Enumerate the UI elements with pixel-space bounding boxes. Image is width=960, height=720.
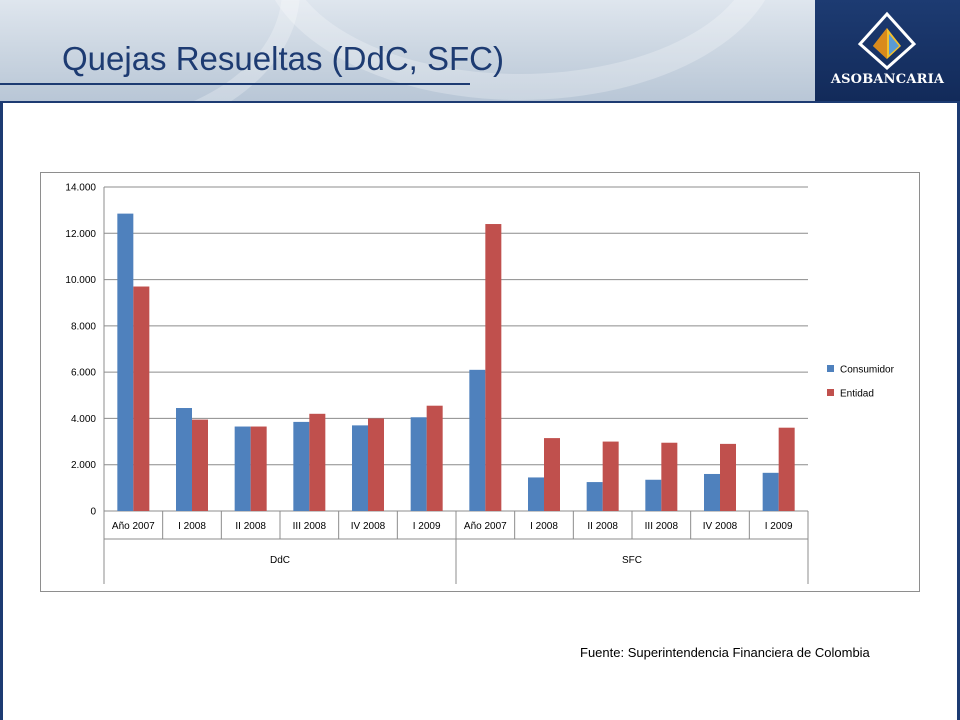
bar-consumidor <box>234 426 251 511</box>
x-tick-label: I 2008 <box>178 521 206 532</box>
header-rule <box>0 101 960 103</box>
y-tick-label: 2.000 <box>71 460 96 471</box>
bar-entidad <box>485 224 502 511</box>
logo: ASOBANCARIA <box>815 0 960 103</box>
bar-consumidor <box>469 369 486 511</box>
x-tick-label: IV 2008 <box>703 521 738 532</box>
x-tick-label: II 2008 <box>235 521 266 532</box>
bar-chart: 0 2.000 4.000 6.000 8.000 10.000 12.000 14.000 A… <box>65 183 895 584</box>
group-label: DdC <box>270 555 290 566</box>
bar-entidad <box>192 419 208 511</box>
bar-consumidor <box>586 482 603 511</box>
bar-consumidor <box>762 472 779 511</box>
left-border <box>0 103 3 720</box>
group-label: SFC <box>622 555 642 566</box>
bar-entidad <box>309 413 326 511</box>
x-tick-label: III 2008 <box>293 521 327 532</box>
bar-entidad <box>133 286 150 511</box>
y-tick-label: 8.000 <box>71 321 96 332</box>
x-tick-label: II 2008 <box>587 521 618 532</box>
x-tick-label: Año 2007 <box>464 521 507 532</box>
bar-entidad <box>661 442 678 511</box>
chart-frame: 0 2.000 4.000 6.000 8.000 10.000 12.000 14.000 A… <box>40 172 920 592</box>
bar-consumidor <box>117 213 134 511</box>
y-tick-label: 6.000 <box>71 368 96 379</box>
bar-entidad <box>720 443 736 511</box>
logo-diamond-icon <box>857 11 917 71</box>
bar-consumidor <box>410 417 427 511</box>
bar-entidad <box>602 441 619 511</box>
y-tick-label: 12.000 <box>65 229 96 240</box>
legend-label: Consumidor <box>840 365 895 376</box>
bar-consumidor <box>293 421 310 511</box>
bar-entidad <box>368 418 384 511</box>
x-tick-label: I 2009 <box>413 521 441 532</box>
y-tick-label: 14.000 <box>65 183 96 194</box>
page-title: Quejas Resueltas (DdC, SFC) <box>62 40 504 77</box>
right-border <box>957 103 960 720</box>
legend-swatch <box>827 365 834 372</box>
y-tick-label: 4.000 <box>71 414 96 425</box>
header-band: ASOBANCARIA Quejas Resueltas (DdC, SFC) <box>0 0 960 103</box>
source-note: Fuente: Superintendencia Financiera de C… <box>580 645 870 660</box>
bar-entidad <box>250 426 267 511</box>
bar-entidad <box>544 438 560 511</box>
x-tick-label: III 2008 <box>645 521 679 532</box>
bar-consumidor <box>704 473 720 511</box>
bar-consumidor <box>352 425 368 511</box>
bar-consumidor <box>528 477 544 511</box>
x-tick-label: Año 2007 <box>112 521 155 532</box>
bar-consumidor <box>645 479 662 511</box>
bar-consumidor <box>176 408 192 511</box>
logo-text: ASOBANCARIA <box>830 72 945 87</box>
legend-label: Entidad <box>840 389 874 400</box>
bar-entidad <box>426 405 443 511</box>
title-underline <box>0 83 470 85</box>
x-tick-label: I 2008 <box>530 521 558 532</box>
bar-entidad <box>778 427 795 511</box>
y-tick-label: 0 <box>90 507 96 518</box>
x-tick-label: I 2009 <box>765 521 793 532</box>
x-tick-label: IV 2008 <box>351 521 386 532</box>
y-tick-label: 10.000 <box>65 275 96 286</box>
legend-swatch <box>827 389 834 396</box>
